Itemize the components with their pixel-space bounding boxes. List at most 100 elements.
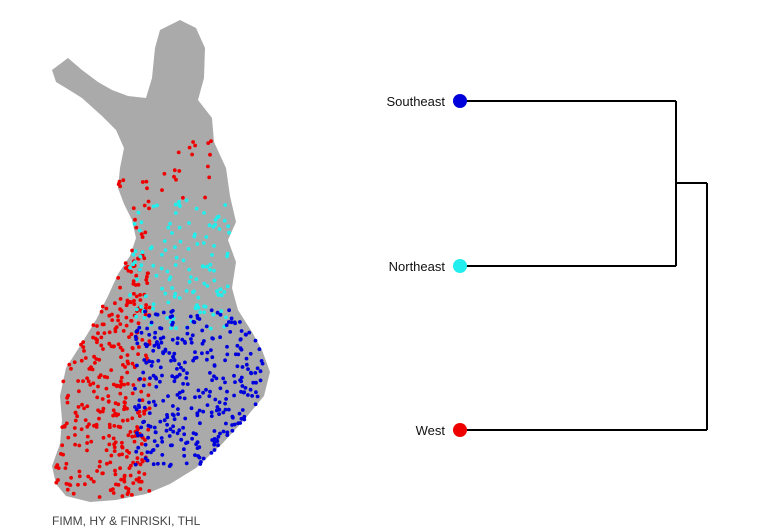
sample-dot-southeast [216,443,220,448]
sample-dot-northeast [163,248,168,253]
sample-dot-southeast [204,387,208,392]
sample-dot-west [110,318,115,322]
sample-dot-northeast [160,252,164,257]
sample-dot-west [76,405,81,409]
sample-dot-southeast [238,337,243,342]
sample-dot-west [134,225,139,230]
sample-dot-west [125,455,129,459]
sample-dot-west [107,422,112,427]
sample-dot-west [134,477,139,482]
sample-dot-southeast [156,358,161,363]
sample-dot-west [92,389,96,394]
sample-dot-southeast [150,360,155,364]
sample-dot-southeast [147,400,151,405]
sample-dot-west [80,402,84,407]
sample-dot-west [116,314,120,319]
sample-dot-southeast [152,439,157,443]
sample-dot-northeast [170,286,175,290]
sample-dot-west [139,442,144,446]
sample-dot-southeast [225,433,230,437]
sample-dot-northeast [173,263,178,267]
sample-dot-west [130,493,134,497]
sample-dot-west [136,282,141,287]
sample-dot-southeast [172,351,177,356]
sample-dot-northeast [137,228,142,233]
sample-dot-southeast [230,428,235,433]
sample-dot-west [68,483,73,487]
sample-dot-northeast [166,300,171,305]
sample-dot-southeast [191,358,196,363]
sample-dot-southeast [209,410,214,415]
sample-dot-southeast [225,430,230,435]
sample-dot-southeast [149,320,154,325]
sample-dot-west [107,313,112,318]
sample-dot-northeast [212,278,217,283]
sample-dot-southeast [179,365,183,370]
sample-dot-southeast [218,312,223,317]
sample-dot-west [172,168,177,173]
sample-dot-southeast [241,390,246,395]
sample-dot-southeast [172,358,177,363]
sample-dot-west [138,298,143,302]
sample-dot-southeast [213,397,218,402]
sample-dot-northeast [188,275,193,279]
sample-dot-west [138,462,143,467]
sample-dot-southeast [149,450,153,455]
leaf-node-west [453,423,467,437]
sample-dot-northeast [196,295,201,300]
sample-dot-southeast [205,357,209,362]
sample-dot-west [72,426,77,430]
sample-dot-west [72,360,77,365]
sample-dot-west [77,443,82,448]
sample-dot-west [125,406,129,411]
sample-dot-southeast [233,352,238,357]
sample-dot-southeast [179,437,184,442]
sample-dot-west [96,408,100,413]
sample-dot-southeast [253,402,258,407]
sample-dot-southeast [199,460,203,464]
sample-dot-west [118,307,122,311]
sample-dot-northeast [160,286,165,291]
sample-dot-southeast [139,330,144,335]
sample-dot-northeast [218,287,223,292]
sample-dot-southeast [147,359,152,364]
sample-dot-southeast [163,347,168,352]
sample-dot-northeast [195,242,200,246]
sample-dot-west [104,448,109,453]
sample-dot-west [145,274,149,279]
sample-dot-west [101,347,105,351]
sample-dot-southeast [212,363,217,367]
sample-dot-west [203,195,208,200]
finland-map [52,20,270,502]
sample-dot-southeast [160,453,165,457]
sample-dot-southeast [171,404,175,408]
sample-dot-southeast [170,374,175,379]
sample-dot-northeast [217,227,222,231]
sample-dot-northeast [222,218,227,223]
sample-dot-northeast [222,290,227,294]
sample-dot-west [65,487,70,492]
sample-dot-west [116,412,121,417]
sample-dot-west [146,199,151,204]
sample-dot-southeast [189,337,193,341]
sample-dot-northeast [139,263,144,268]
sample-dot-west [106,394,111,398]
sample-dot-southeast [169,358,173,363]
sample-dot-southeast [141,420,146,425]
sample-dot-west [131,481,136,485]
sample-dot-northeast [215,289,220,294]
sample-dot-northeast [202,310,207,315]
sample-dot-northeast [151,263,156,268]
sample-dot-northeast [205,264,210,269]
sample-dot-southeast [172,379,177,384]
sample-dot-southeast [214,408,219,413]
sample-dot-southeast [148,376,152,380]
sample-dot-west [114,325,119,329]
sample-dot-west [101,406,106,411]
sample-dot-west [132,439,137,444]
sample-dot-southeast [202,339,206,343]
sample-dot-southeast [137,398,142,403]
sample-dot-southeast [195,413,200,418]
sample-dot-northeast [169,326,173,330]
sample-dot-northeast [213,217,218,222]
